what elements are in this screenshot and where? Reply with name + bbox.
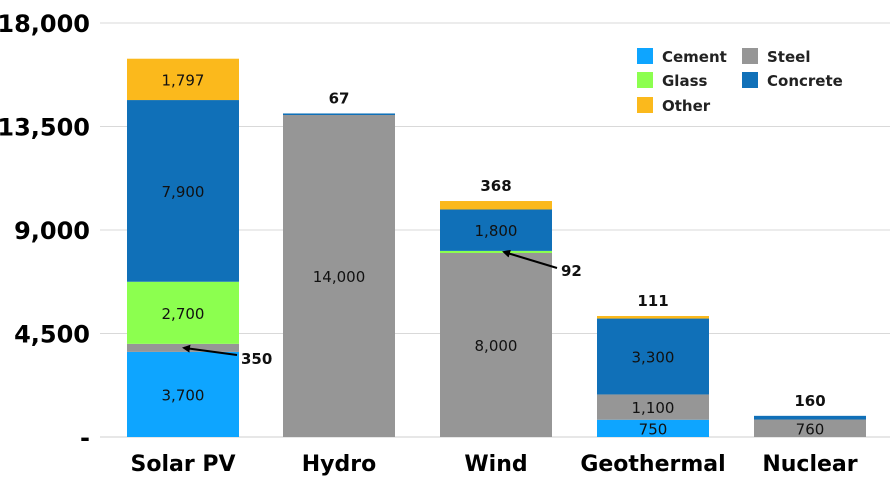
bar-segment-hydro-steel [283, 115, 395, 437]
bar-segment-geothermal-other [597, 315, 709, 319]
legend-swatch-cement [637, 48, 653, 64]
callout-arrow [502, 249, 558, 269]
top-data-label: 160 [794, 392, 825, 410]
bar-segment-solar-pv-concrete [127, 100, 239, 282]
legend-swatch-other [637, 97, 653, 113]
legend-swatch-glass [637, 72, 653, 88]
callout-label: 92 [561, 262, 582, 280]
callout-arrow [182, 344, 238, 356]
bar-segment-nuclear-concrete [754, 415, 866, 420]
data-label: 760 [796, 420, 825, 438]
x-tick-label: Wind [464, 452, 527, 477]
bar-segment-nuclear-steel [754, 419, 866, 437]
top-data-label: 67 [329, 89, 350, 107]
x-tick-label: Geothermal [580, 452, 725, 477]
y-tick-label: 4,500 [14, 321, 90, 349]
y-tick-label: 13,500 [0, 114, 90, 142]
bar-segment-solar-pv-cement [127, 351, 239, 437]
x-axis: Solar PV Hydro Wind Geothermal Nuclear [130, 452, 857, 477]
bars [127, 58, 866, 437]
y-axis: - 4,500 9,000 13,500 18,000 [0, 10, 90, 452]
data-labels: 3,700 2,700 7,900 1,797 14,000 67 8,000 1,800 36… [162, 71, 826, 438]
legend-label-steel: Steel [767, 48, 810, 66]
data-label: 2,700 [162, 305, 205, 323]
data-label: 3,300 [632, 349, 675, 367]
bar-segment-geothermal-cement [597, 419, 709, 437]
bar-segment-wind-steel [440, 253, 552, 437]
legend-swatch-concrete [742, 72, 758, 88]
x-tick-label: Hydro [302, 452, 376, 477]
y-tick-label: - [80, 424, 90, 452]
top-data-label: 368 [480, 177, 511, 195]
data-label: 7,900 [162, 183, 205, 201]
y-tick-label: 18,000 [0, 10, 90, 38]
bar-segment-solar-pv-other [127, 58, 239, 101]
bar-segment-hydro-concrete [283, 113, 395, 115]
bar-segment-wind-other [440, 201, 552, 210]
data-label: 1,800 [475, 222, 518, 240]
x-tick-label: Nuclear [762, 452, 857, 477]
data-label: 8,000 [475, 337, 518, 355]
bar-segment-solar-pv-steel [127, 343, 239, 352]
bar-segment-wind-concrete [440, 209, 552, 251]
data-label: 3,700 [162, 386, 205, 404]
legend-swatch-steel [742, 48, 758, 64]
top-data-label: 111 [637, 292, 668, 310]
callout-label: 350 [241, 350, 272, 368]
data-label: 1,100 [632, 399, 675, 417]
legend-label-glass: Glass [662, 72, 708, 90]
legend-label-other: Other [662, 97, 711, 115]
bar-segment-wind-glass [440, 250, 552, 253]
bar-segment-geothermal-steel [597, 394, 709, 420]
data-label: 750 [639, 420, 668, 438]
legend-label-cement: Cement [662, 48, 727, 66]
data-label: 14,000 [313, 268, 366, 286]
y-tick-label: 9,000 [14, 217, 90, 245]
x-tick-label: Solar PV [130, 452, 235, 477]
bar-segment-solar-pv-glass [127, 281, 239, 344]
data-label: 1,797 [162, 71, 205, 89]
legend: Cement Steel Glass Concrete Other [637, 48, 843, 115]
bar-segment-geothermal-concrete [597, 318, 709, 395]
legend-label-concrete: Concrete [767, 72, 843, 90]
